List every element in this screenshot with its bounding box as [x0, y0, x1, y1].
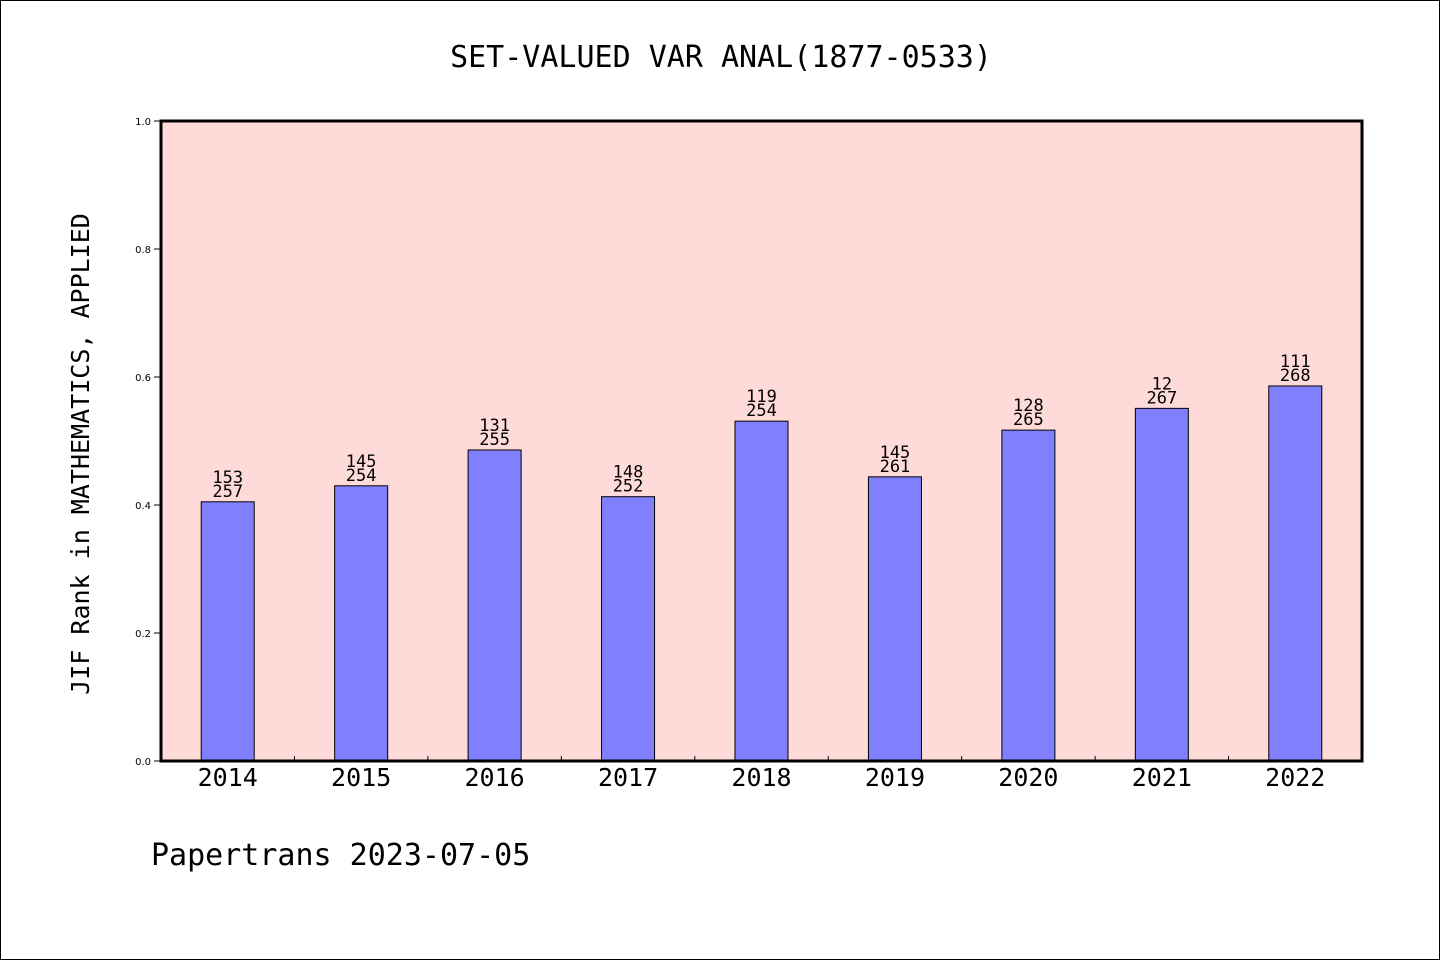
- total-label-2014: 257: [212, 482, 243, 502]
- rank-label-2014: 153: [212, 468, 243, 488]
- y-tick-label-1.0: 1.0: [135, 117, 151, 128]
- x-tick-label-2014: 2014: [198, 763, 258, 792]
- data-labels-group: 1532571452541312551482521192541452611282…: [212, 352, 1310, 502]
- bar-2017: [601, 496, 656, 762]
- x-tick-label-2018: 2018: [731, 763, 791, 792]
- y-tick-label-0.8: 0.8: [135, 245, 151, 256]
- y-tick-label-0.4: 0.4: [135, 501, 151, 512]
- total-label-2016: 255: [479, 430, 510, 450]
- bar-2019: [867, 476, 922, 762]
- rank-label-2018: 119: [746, 387, 777, 407]
- x-tick-label-2017: 2017: [598, 763, 658, 792]
- total-label-2022: 268: [1280, 366, 1311, 386]
- x-tick-label-2020: 2020: [998, 763, 1058, 792]
- bar-2018: [734, 420, 789, 762]
- total-label-2018: 254: [746, 401, 777, 421]
- total-label-2019: 261: [880, 457, 911, 477]
- chart-title: SET-VALUED VAR ANAL(1877-0533): [450, 40, 992, 75]
- y-tick-label-0.6: 0.6: [135, 373, 151, 384]
- rank-label-2021: 12: [1152, 374, 1172, 394]
- total-label-2017: 252: [613, 477, 644, 497]
- bar-2020: [1001, 429, 1056, 762]
- x-tick-label-2021: 2021: [1132, 763, 1192, 792]
- y-axis-label: JIF Rank in MATHEMATICS, APPLIED: [66, 213, 95, 695]
- plot-border: [159, 119, 1364, 763]
- y-axis: 0.0 0.2 0.4 0.6 0.8 1.0: [135, 117, 161, 768]
- rank-label-2019: 145: [880, 443, 911, 463]
- bars-group: [200, 385, 1323, 762]
- x-tick-label-2022: 2022: [1265, 763, 1325, 792]
- bar-2015: [334, 485, 389, 762]
- rank-label-2017: 148: [613, 463, 644, 483]
- x-axis: 2014 2015 2016 2017 2018 2019 2020 2021 2022: [198, 756, 1325, 792]
- bar-2021: [1134, 407, 1189, 762]
- rank-label-2022: 111: [1280, 352, 1311, 372]
- total-label-2015: 254: [346, 466, 377, 486]
- rank-label-2015: 145: [346, 452, 377, 472]
- y-tick-label-0.0: 0.0: [135, 757, 151, 768]
- total-label-2021: 267: [1146, 388, 1177, 408]
- x-tick-label-2019: 2019: [865, 763, 925, 792]
- x-tick-label-2015: 2015: [331, 763, 391, 792]
- bar-2022: [1268, 385, 1323, 762]
- bar-2014: [200, 501, 255, 762]
- total-label-2020: 265: [1013, 410, 1044, 430]
- footer-credit: Papertrans 2023-07-05: [151, 838, 530, 873]
- rank-label-2016: 131: [479, 416, 510, 436]
- y-tick-label-0.2: 0.2: [135, 629, 151, 640]
- bar-2016: [467, 449, 522, 762]
- x-tick-label-2016: 2016: [465, 763, 525, 792]
- rank-label-2020: 128: [1013, 396, 1044, 416]
